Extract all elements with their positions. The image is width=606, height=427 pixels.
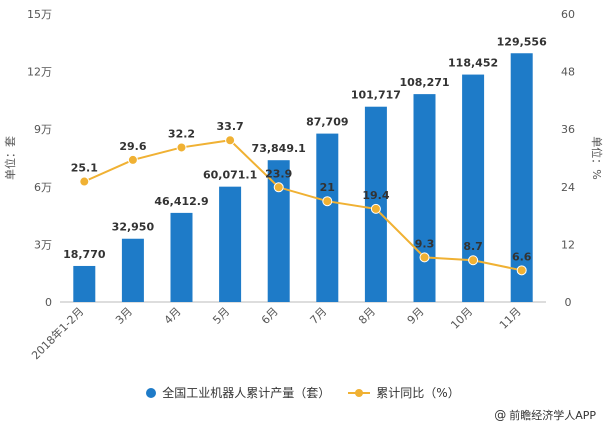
bar-value-label: 87,709 xyxy=(306,116,348,129)
line-point[interactable] xyxy=(225,135,236,146)
bar[interactable] xyxy=(219,186,242,302)
bar-value-label: 118,452 xyxy=(448,57,498,70)
line-point[interactable] xyxy=(273,182,284,193)
line-point[interactable] xyxy=(419,252,430,263)
legend-bar-swatch xyxy=(146,387,157,398)
legend-item-bar[interactable]: 全国工业机器人累计产量（套） xyxy=(146,384,330,401)
x-tick-label: 4月 xyxy=(162,305,184,327)
bar[interactable] xyxy=(267,160,290,302)
line-point[interactable] xyxy=(127,154,138,165)
x-tick-label: 11月 xyxy=(497,305,524,332)
y-right-tick-label: 36 xyxy=(561,123,575,136)
legend-bar-label: 全国工业机器人累计产量（套） xyxy=(162,386,331,400)
legend-item-line[interactable]: 累计同比（%） xyxy=(348,384,460,401)
data-labels: 18,770 32,950 46,412.9 60,071.1 73,849.187,7… xyxy=(63,35,547,263)
x-tick-label: 10月 xyxy=(448,305,475,332)
line-value-label: 21 xyxy=(320,181,335,194)
y-left-tick-label: 0 xyxy=(45,296,52,309)
y-right-tick-label: 48 xyxy=(561,66,575,79)
bar-value-label: 46,412.9 xyxy=(154,195,208,208)
x-tick-label: 9月 xyxy=(405,305,427,327)
line-point[interactable] xyxy=(176,142,187,153)
y-right-tick-label: 0 xyxy=(565,296,572,309)
line-value-label: 33.7 xyxy=(217,120,244,133)
line-value-label: 8.7 xyxy=(463,240,483,253)
bar-value-label: 108,271 xyxy=(399,76,449,89)
line-value-label: 23.9 xyxy=(265,167,292,180)
x-tick-label: 3月 xyxy=(113,305,135,327)
bar[interactable] xyxy=(170,212,193,302)
bar-value-label: 101,717 xyxy=(351,89,401,102)
bar-value-label: 60,071.1 xyxy=(203,169,257,182)
bar[interactable] xyxy=(413,94,436,302)
bar[interactable] xyxy=(73,265,96,302)
line-point[interactable] xyxy=(322,196,333,207)
x-tick-label: 2018年1-2月 xyxy=(28,304,86,362)
y-left-tick-label: 6万 xyxy=(34,181,52,194)
y-right-tick-label: 60 xyxy=(561,8,575,21)
line-series xyxy=(79,135,527,276)
bars xyxy=(73,53,533,303)
y-right-tick-label: 12 xyxy=(561,238,575,251)
line-value-label: 19.4 xyxy=(362,189,389,202)
y-left-tick-label: 12万 xyxy=(27,66,52,79)
bar[interactable] xyxy=(316,133,339,302)
bar-value-label: 129,556 xyxy=(497,35,547,48)
source-text: 前瞻经济学人APP xyxy=(509,409,596,422)
line-path xyxy=(83,139,522,272)
y-left-tick-label: 15万 xyxy=(27,8,52,21)
legend: 全国工业机器人累计产量（套） 累计同比（%） xyxy=(0,384,606,401)
legend-line-label: 累计同比（%） xyxy=(376,386,460,400)
legend-line-swatch xyxy=(348,388,371,398)
x-tick-label: 7月 xyxy=(308,305,330,327)
y-left-tick-label: 3万 xyxy=(34,238,52,251)
line-point[interactable] xyxy=(516,265,527,276)
x-tick-label: 5月 xyxy=(210,305,232,327)
x-tick-label: 6月 xyxy=(259,305,281,327)
line-value-label: 25.1 xyxy=(71,162,98,175)
y-left-tick-label: 9万 xyxy=(34,123,52,136)
bar-value-label: 32,950 xyxy=(112,221,155,234)
line-point[interactable] xyxy=(370,203,381,214)
line-value-label: 6.6 xyxy=(512,250,532,263)
line-value-label: 9.3 xyxy=(415,237,435,250)
bar[interactable] xyxy=(462,74,485,302)
bar[interactable] xyxy=(510,53,533,303)
line-point[interactable] xyxy=(468,255,479,266)
line-point[interactable] xyxy=(79,176,90,187)
weibo-icon: @ xyxy=(494,408,507,422)
x-tick-label: 8月 xyxy=(356,305,378,327)
bar[interactable] xyxy=(121,238,144,302)
source-credit: @ 前瞻经济学人APP xyxy=(494,407,596,423)
y-right-axis-title: 单位：% xyxy=(590,136,604,179)
line-value-label: 32.2 xyxy=(168,127,195,140)
y-left-axis-title: 单位：套 xyxy=(3,136,17,180)
y-right-tick-label: 24 xyxy=(561,181,575,194)
line-value-label: 29.6 xyxy=(119,140,146,153)
bar-value-label: 18,770 xyxy=(63,248,106,261)
bar-value-label: 73,849.1 xyxy=(252,142,306,155)
